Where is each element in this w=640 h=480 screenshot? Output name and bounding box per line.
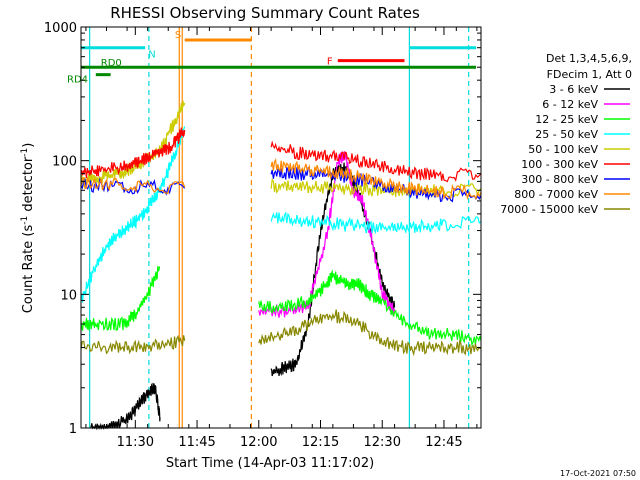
- x-tick-label-2: 12:00: [240, 435, 277, 450]
- y-tick-label-2: 100: [52, 155, 77, 170]
- series-3-segment-0: [80, 126, 186, 303]
- x-tick-label-1: 11:45: [178, 435, 215, 450]
- y-axis: 1 10 100 1000: [44, 21, 481, 437]
- annotation-rd4: RD4: [67, 75, 88, 86]
- horizontal-bars: N S F RD0 RD4: [67, 30, 477, 86]
- y-tick-label-0: 1: [69, 422, 77, 437]
- series-7-segment-0: [80, 175, 186, 195]
- y-tick-label-1: 10: [60, 288, 77, 303]
- y-tick-label-3: 1000: [44, 21, 77, 36]
- series-6-segment-0: [80, 177, 186, 196]
- legend-header-detectors: Det 1,3,4,5,6,9,: [546, 52, 632, 65]
- x-axis-label: Start Time (14-Apr-03 11:17:02): [166, 456, 374, 471]
- series-3-segment-1: [270, 211, 482, 235]
- series-8-segment-1: [258, 309, 482, 357]
- annotation-rd0: RD0: [101, 58, 122, 69]
- series-2-segment-1: [258, 269, 482, 347]
- footer-timestamp: 17-Oct-2021 07:50: [560, 469, 636, 478]
- x-tick-label-4: 12:30: [364, 435, 401, 450]
- legend: Det 1,3,4,5,6,9, FDecim 1, Att 0 3 - 6 keV…: [500, 52, 632, 216]
- legend-entry-label-8: 7000 - 15000 keV: [500, 203, 598, 216]
- annotation-s: S: [175, 30, 181, 41]
- x-axis: 11:30 11:45 12:00 12:15 12:30 12:45: [85, 27, 478, 450]
- series-8-segment-0: [80, 334, 186, 355]
- annotation-f: F: [327, 57, 333, 68]
- series-lines: [80, 100, 482, 431]
- series-5-segment-0: [80, 127, 186, 179]
- x-tick-label-5: 12:45: [425, 435, 462, 450]
- series-5-segment-1: [270, 140, 482, 183]
- legend-entry-label-1: 6 - 12 keV: [542, 98, 598, 111]
- legend-entry-label-5: 100 - 300 keV: [521, 158, 598, 171]
- legend-header-fdecim: FDecim 1, Att 0: [547, 68, 632, 81]
- series-1-segment-0: [258, 151, 396, 318]
- chart-title: RHESSI Observing Summary Count Rates: [110, 4, 420, 22]
- x-tick-label-3: 12:15: [302, 435, 339, 450]
- annotation-n: N: [148, 50, 155, 61]
- legend-entry-label-4: 50 - 100 keV: [528, 143, 598, 156]
- plot-frame: [80, 26, 482, 429]
- series-2-segment-0: [80, 266, 161, 331]
- legend-entry-label-2: 12 - 25 keV: [535, 113, 598, 126]
- legend-entry-label-0: 3 - 6 keV: [549, 83, 598, 96]
- legend-entry-label-6: 300 - 800 keV: [521, 173, 598, 186]
- y-axis-label: Count Rate (s-1 detector-1): [20, 143, 36, 314]
- series-7-segment-1: [270, 158, 482, 201]
- legend-entry-label-3: 25 - 50 keV: [535, 128, 598, 141]
- legend-entry-label-7: 800 - 7000 keV: [514, 188, 598, 201]
- x-tick-label-0: 11:30: [117, 435, 154, 450]
